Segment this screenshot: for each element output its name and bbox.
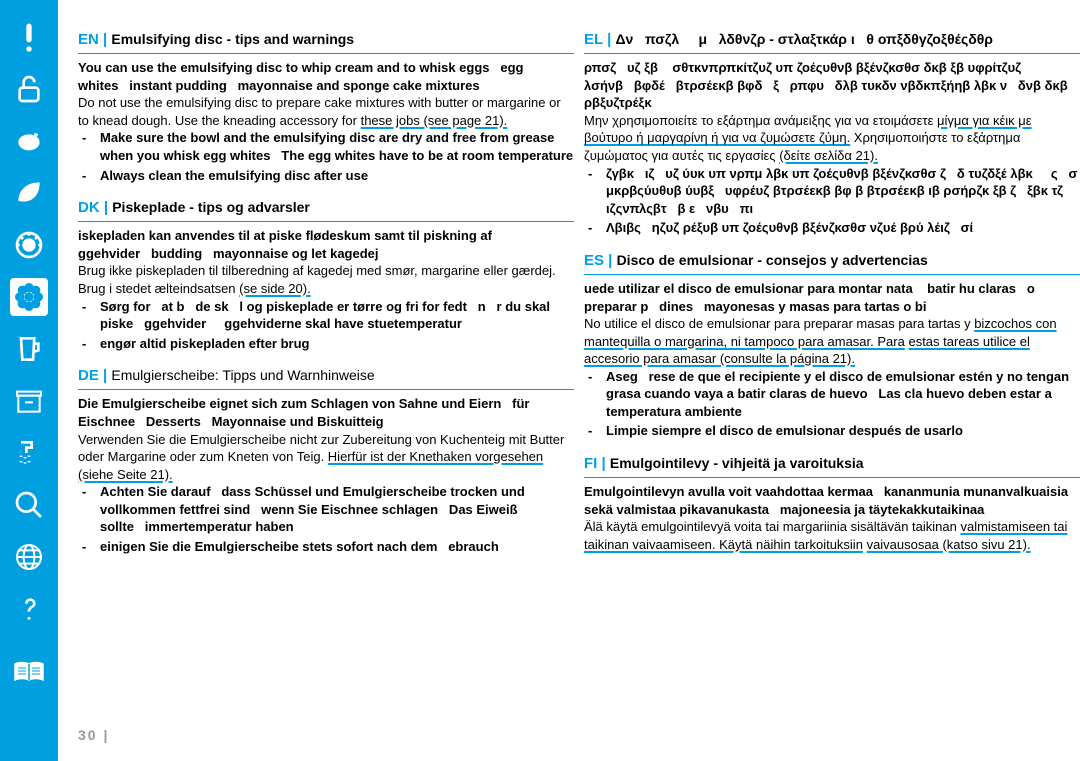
bullet-item: Aseg rese de que el recipiente y el disc…: [606, 368, 1080, 421]
intro-text: uede utilizar el disco de emulsionar par…: [584, 280, 1080, 315]
el-section: EL | Δν πσζλ μ λδθνζρ - στλαξτκάρ ι θ οπ…: [584, 30, 1080, 237]
page-ref-link[interactable]: these jobs (see page 21).: [361, 113, 508, 128]
note-text: Verwenden Sie die Emulgierscheibe nicht …: [78, 431, 574, 484]
question-icon: [10, 590, 48, 628]
book-icon: [6, 654, 52, 690]
page-ref-link[interactable]: (δείτε σελίδα 21).: [779, 148, 878, 163]
lemon-icon: [10, 122, 48, 160]
note-text: No utilice el disco de emulsionar para p…: [584, 315, 1080, 368]
flower-icon: [10, 278, 48, 316]
section-title: Emulgierscheibe: Tipps und Warnhinweise: [111, 367, 374, 383]
right-column: EL | Δν πσζλ μ λδθνζρ - στλαξτκάρ ι θ οπ…: [584, 30, 1080, 569]
lang-code: FI: [584, 455, 597, 472]
jug-icon: [10, 330, 48, 368]
note-text: Älä käytä emulgointilevyä voita tai marg…: [584, 518, 1080, 553]
page-number: 30 |: [78, 727, 109, 743]
bullet-item: ζγβκ ιζ υζ ύυκ υπ νρπμ λβκ υπ ζοέςυθνβ β…: [606, 165, 1080, 218]
section-title: Emulsifying disc - tips and warnings: [111, 31, 354, 47]
page-content: EN | Emulsifying disc - tips and warning…: [78, 30, 1080, 569]
bullet-item: Achten Sie darauf dass Schüssel und Emul…: [100, 483, 574, 536]
en-section: EN | Emulsifying disc - tips and warning…: [78, 30, 574, 184]
intro-text: You can use the emulsifying disc to whip…: [78, 59, 574, 94]
page-ref-link[interactable]: vaivausosaa (katso sivu 21).: [867, 537, 1031, 552]
exclaim-icon: [10, 18, 48, 56]
bullet-item: engør altid piskepladen efter brug: [100, 335, 574, 353]
lang-code: DK: [78, 199, 100, 216]
page-ref-link[interactable]: (se side 20).: [239, 281, 311, 296]
dial-icon: [10, 226, 48, 264]
section-title: Δν πσζλ μ λδθνζρ - στλαξτκάρ ι θ οπξδθγζ…: [615, 31, 993, 47]
section-title: Piskeplade - tips og advarsler: [112, 199, 310, 215]
bullet-item: Make sure the bowl and the emulsifying d…: [100, 129, 574, 164]
note-text: Brug ikke piskepladen til tilberedning a…: [78, 262, 574, 297]
bullet-item: Limpie siempre el disco de emulsionar de…: [606, 422, 1080, 440]
fi-section: FI | Emulgointilevy - vihjeitä ja varoit…: [584, 454, 1080, 553]
bullet-item: einigen Sie die Emulgierscheibe stets so…: [100, 538, 574, 556]
lang-code: EL: [584, 31, 603, 48]
section-title: Emulgointilevy - vihjeitä ja varoituksia: [610, 455, 864, 471]
intro-text: iskepladen kan anvendes til at piske flø…: [78, 227, 574, 262]
leaf-icon: [10, 174, 48, 212]
bullet-item: Sørg for at b de sk l og piskeplade er t…: [100, 298, 574, 333]
icon-sidebar: [0, 0, 58, 761]
lang-code: DE: [78, 367, 99, 384]
lang-code: ES: [584, 252, 604, 269]
storage-box-icon: [10, 382, 48, 420]
note-text: Do not use the emulsifying disc to prepa…: [78, 94, 574, 129]
globe-icon: [10, 538, 48, 576]
tap-icon: [10, 434, 48, 472]
es-section: ES | Disco de emulsionar - consejos y ad…: [584, 251, 1080, 440]
note-text: Μην χρησιμοποιείτε το εξάρτημα ανάμειξης…: [584, 112, 1080, 165]
bullet-item: Λβιβς ηζυζ ρέξυβ υπ ζοέςυθνβ βξένζκσθσ ν…: [606, 219, 1080, 237]
lang-code: EN: [78, 31, 99, 48]
left-column: EN | Emulsifying disc - tips and warning…: [78, 30, 574, 569]
section-title: Disco de emulsionar - consejos y adverte…: [617, 252, 928, 268]
intro-text: Emulgointilevyn avulla voit vaahdottaa k…: [584, 483, 1080, 518]
lock-open-icon: [10, 70, 48, 108]
intro-text: Die Emulgierscheibe eignet sich zum Schl…: [78, 395, 574, 430]
de-section: DE | Emulgierscheibe: Tipps und Warnhinw…: [78, 366, 574, 555]
dk-section: DK | Piskeplade - tips og advarsler iske…: [78, 198, 574, 352]
intro-text: ρπσζ υζ ξβ σθτκνπρπκίτζυζ υπ ζοέςυθνβ βξ…: [584, 59, 1080, 112]
magnifier-icon: [10, 486, 48, 524]
bullet-item: Always clean the emulsifying disc after …: [100, 167, 574, 185]
